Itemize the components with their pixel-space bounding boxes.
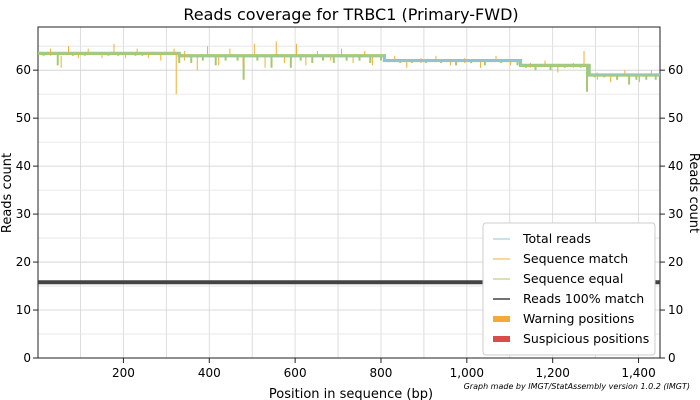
legend-swatch [493, 316, 510, 322]
legend-items: Total reads Sequence match Sequence equal R… [493, 231, 649, 346]
y-axis-ticks: 0 0 10 10 20 20 30 30 40 40 50 50 60 60 [16, 63, 684, 365]
y-tick-label-right: 30 [668, 207, 683, 221]
legend-swatch [493, 336, 510, 342]
x-tick-label: 400 [198, 366, 221, 380]
x-tick-label: 200 [112, 366, 135, 380]
series-sequence-equal-line [38, 51, 660, 77]
x-tick-label: 1,200 [536, 366, 570, 380]
x-axis-ticks: 200 400 600 800 1,000 1,200 1,400 [112, 358, 656, 380]
x-tick-label: 600 [284, 366, 307, 380]
chart-title: Reads coverage for TRBC1 (Primary-FWD) [183, 5, 518, 24]
x-axis-label: Position in sequence (bp) [269, 387, 433, 400]
legend-label: Suspicious positions [523, 331, 649, 346]
legend-label: Sequence equal [523, 271, 623, 286]
y-tick-label-left: 60 [16, 63, 31, 77]
y-tick-label-right: 10 [668, 303, 683, 317]
y-tick-label-left: 0 [23, 351, 31, 365]
y-tick-label-right: 50 [668, 111, 683, 125]
x-tick-label: 1,000 [450, 366, 484, 380]
y-tick-label-left: 10 [16, 303, 31, 317]
y-tick-label-left: 30 [16, 207, 31, 221]
legend-label: Sequence match [523, 251, 628, 266]
y-tick-label-left: 40 [16, 159, 31, 173]
y-tick-label-left: 20 [16, 255, 31, 269]
y-tick-label-right: 20 [668, 255, 683, 269]
legend-box [482, 222, 656, 356]
x-tick-label: 1,400 [621, 366, 655, 380]
legend: Total reads Sequence match Sequence equal R… [482, 222, 656, 356]
legend-label: Warning positions [523, 311, 634, 326]
credit-note: Graph made by IMGT/StatAssembly version … [464, 382, 690, 391]
plot-frame [37, 26, 661, 359]
y-tick-label-left: 50 [16, 111, 31, 125]
y-tick-label-right: 60 [668, 63, 683, 77]
y-tick-label-right: 40 [668, 159, 683, 173]
legend-label: Reads 100% match [523, 291, 644, 306]
x-tick-label: 800 [370, 366, 393, 380]
y-tick-label-right: 0 [668, 351, 676, 365]
y-axis-label: Reads count [0, 153, 15, 233]
series-total-reads-line [38, 52, 660, 76]
y-axis-label-right: Reads count [686, 153, 700, 233]
legend-label: Total reads [522, 231, 591, 246]
